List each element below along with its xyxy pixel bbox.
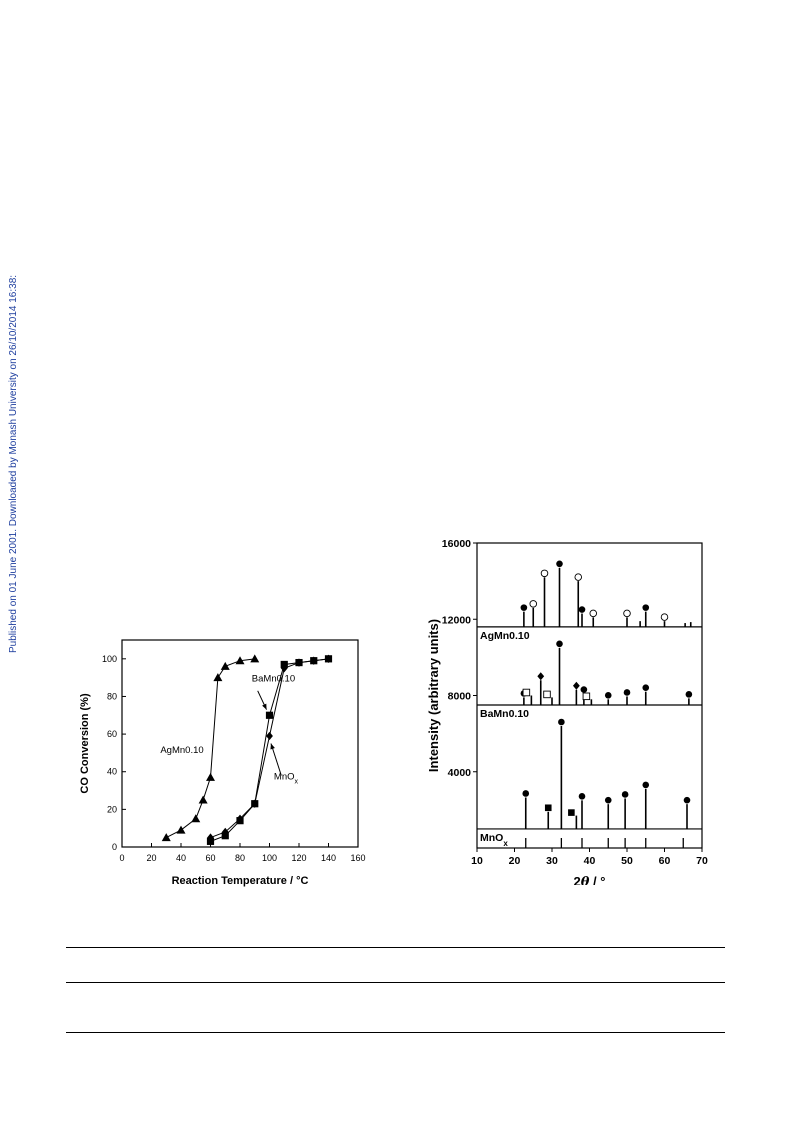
panel-label-bamn: BaMn0.10 <box>480 708 529 720</box>
triangle-marker <box>176 825 186 834</box>
panel-0 <box>525 838 684 848</box>
filled-circle-marker <box>558 718 565 726</box>
annotation-mnox-subscript: x <box>295 778 299 785</box>
x-tick-label: 80 <box>235 853 245 863</box>
arrow-mnox <box>270 743 282 776</box>
panel-label-mnox-subscript: x <box>503 838 508 847</box>
x-tick-label: 60 <box>205 853 215 863</box>
x-tick-label: 0 <box>119 853 124 863</box>
y-tick-label: 100 <box>102 654 117 664</box>
diamond-marker <box>266 731 273 741</box>
y-tick-label: 20 <box>107 804 117 814</box>
filled-circle-marker <box>642 684 650 691</box>
series-line <box>210 658 329 842</box>
open-circle-marker <box>529 600 537 608</box>
filled-circle-marker <box>685 691 693 698</box>
y-axis-label: CO Conversion (%) <box>79 693 91 794</box>
series-line <box>210 658 329 839</box>
triangle-marker <box>198 795 208 804</box>
open-circle-marker <box>574 573 582 581</box>
co-conversion-chart: 0 20 40 60 80 100 120 140 160 0 20 40 60 80 100 Reactio… <box>72 632 372 897</box>
arrow-bamn-head <box>262 703 267 710</box>
annotation-agmn: AgMn0.10 <box>160 745 203 756</box>
filled-circle-marker <box>604 692 612 699</box>
filled-diamond-marker <box>572 681 580 690</box>
x-tick-label: 20 <box>509 855 521 867</box>
y-tick-label: 0 <box>112 842 117 852</box>
filled-square-marker <box>544 804 552 812</box>
triangle-marker <box>161 833 171 842</box>
filled-circle-marker <box>621 791 629 798</box>
y-axis-label: Intensity (arbitrary units) <box>426 619 441 772</box>
x-tick-label: 100 <box>262 853 277 863</box>
y-tick-label: 40 <box>107 767 117 777</box>
open-circle-marker <box>540 569 549 578</box>
y-tick-label: 8000 <box>448 691 472 703</box>
filled-circle-marker <box>520 604 528 611</box>
filled-circle-marker <box>556 560 563 568</box>
triangle-marker <box>220 661 230 670</box>
publication-sidenote: Published on 01 June 2001. Downloaded by… <box>4 261 20 655</box>
x-axis-label: Reaction Temperature / °C <box>172 875 309 887</box>
triangle-marker <box>191 814 201 823</box>
triangle-marker <box>250 654 260 663</box>
x-tick-label: 20 <box>146 853 156 863</box>
filled-circle-marker <box>642 781 650 789</box>
triangle-marker <box>235 656 245 665</box>
square-marker <box>265 711 274 719</box>
panel-3 <box>520 560 692 627</box>
triangle-marker <box>206 772 215 781</box>
filled-circle-marker <box>623 689 631 696</box>
filled-circle-marker <box>522 790 530 797</box>
x-tick-label: 160 <box>350 853 365 863</box>
table-rule-top <box>66 947 725 948</box>
arrow-mnox-head <box>270 743 275 750</box>
panel-label-mnox: MnOx <box>480 832 508 848</box>
y-tick-label: 80 <box>107 691 117 701</box>
table-rule-middle <box>66 982 725 983</box>
open-square-marker <box>543 690 551 699</box>
filled-circle-marker <box>578 793 586 800</box>
y-tick-label: 16000 <box>442 538 471 550</box>
triangle-marker <box>213 673 223 682</box>
x-tick-label: 60 <box>659 855 671 867</box>
x-tick-label: 140 <box>321 853 336 863</box>
y-tick-label: 4000 <box>448 767 472 779</box>
table-rule-bottom <box>66 1032 725 1033</box>
filled-circle-marker <box>642 604 650 611</box>
y-tick-label: 12000 <box>442 614 471 626</box>
x-tick-label: 40 <box>584 855 596 867</box>
x-tick-label: 70 <box>696 855 708 867</box>
filled-circle-marker <box>683 796 691 804</box>
panel-label-agmn: AgMn0.10 <box>480 630 530 642</box>
x-axis-theta: θ <box>581 875 590 885</box>
x-axis-unit: / ° <box>589 874 605 885</box>
x-axis-label: 2θ / ° <box>574 874 606 885</box>
open-square-marker <box>522 688 531 697</box>
open-circle-marker <box>589 609 597 618</box>
panel-2 <box>520 640 693 706</box>
series-0 <box>161 654 260 842</box>
open-circle-marker <box>623 609 631 618</box>
x-tick-label: 30 <box>546 855 558 867</box>
filled-circle-marker <box>604 796 612 804</box>
y-tick-label: 60 <box>107 729 117 739</box>
x-tick-label: 10 <box>471 855 483 867</box>
x-tick-label: 120 <box>291 853 306 863</box>
xrd-pattern-chart: 10 20 30 40 50 60 70 4000 8000 12000 16000 2θ / ° In… <box>420 530 720 890</box>
annotation-bamn: BaMn0.10 <box>252 673 295 684</box>
x-tick-label: 50 <box>621 855 633 867</box>
sidenote-text: Published on 01 June 2001. Downloaded by… <box>8 275 19 653</box>
annotation-mnox: MnOx <box>274 771 299 785</box>
filled-square-marker <box>568 809 575 816</box>
filled-circle-marker <box>580 686 588 693</box>
panel-1 <box>522 718 691 829</box>
open-circle-marker <box>660 613 669 621</box>
x-tick-label: 40 <box>176 853 186 863</box>
filled-circle-marker <box>578 606 586 613</box>
filled-diamond-marker <box>537 672 545 681</box>
open-square-marker <box>582 692 591 701</box>
filled-circle-marker <box>556 640 563 648</box>
